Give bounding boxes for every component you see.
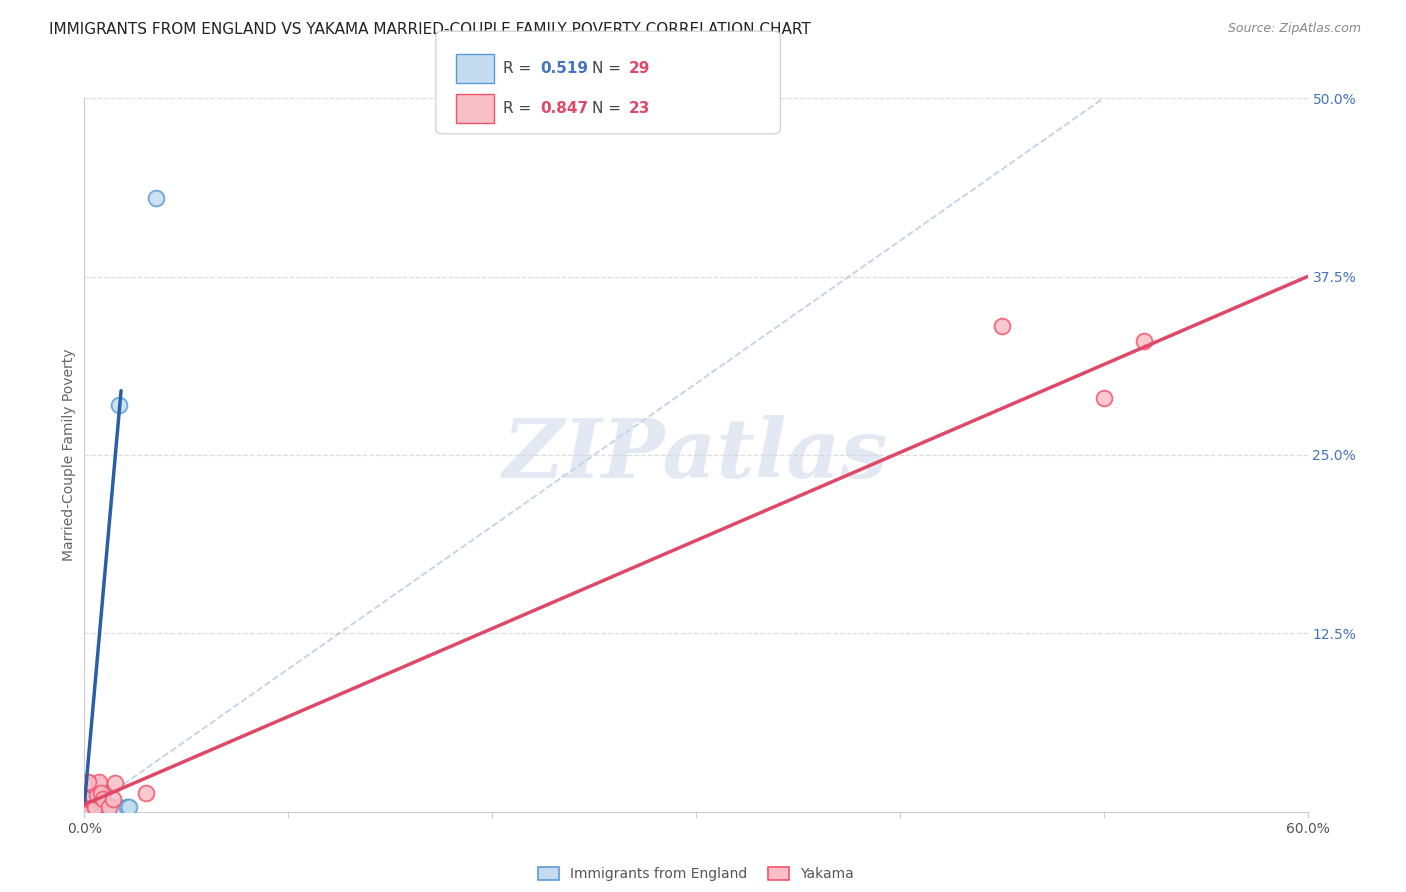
Point [96,800,118,814]
Text: ZIPatlas: ZIPatlas [503,415,889,495]
Point [75,800,97,814]
Point [97,800,120,814]
Point [83,800,105,814]
Point [101,792,124,806]
Point [79,788,101,802]
Point [87,786,110,800]
Point [83,781,105,796]
Point [77,774,100,789]
Point [79,796,101,810]
Point [1092,391,1115,405]
Point [79,792,101,806]
Point [108,800,131,814]
Point [91,792,114,806]
Point [115,800,138,814]
Point [991,319,1014,334]
Point [1133,334,1156,348]
Point [145,191,167,205]
Point [75,800,97,814]
Point [108,398,131,412]
Point [79,786,101,800]
Point [82,799,104,814]
Text: IMMIGRANTS FROM ENGLAND VS YAKAMA MARRIED-COUPLE FAMILY POVERTY CORRELATION CHAR: IMMIGRANTS FROM ENGLAND VS YAKAMA MARRIE… [49,22,811,37]
Point [77,792,100,806]
Text: Source: ZipAtlas.com: Source: ZipAtlas.com [1227,22,1361,36]
Point [82,792,104,806]
Point [90,783,112,797]
Point [79,792,101,806]
Text: 0.519: 0.519 [540,61,588,76]
Point [104,776,127,790]
Point [118,800,141,814]
Point [79,776,101,790]
Point [87,778,110,792]
Legend: Immigrants from England, Yakama: Immigrants from England, Yakama [533,862,859,887]
Point [82,786,104,800]
Point [83,793,105,807]
Point [100,800,122,814]
Y-axis label: Married-Couple Family Poverty: Married-Couple Family Poverty [62,349,76,561]
Point [104,800,127,814]
Point [86,788,108,802]
Point [75,799,97,814]
Point [75,795,97,809]
Point [90,786,112,800]
Point [79,800,101,814]
Text: R =: R = [503,61,537,76]
Point [77,800,100,814]
Point [83,786,105,800]
Point [86,786,108,800]
Text: 29: 29 [628,61,650,76]
Text: N =: N = [592,101,626,116]
Point [75,788,97,802]
Point [77,800,100,814]
Point [87,774,110,789]
Text: N =: N = [592,61,626,76]
Text: 23: 23 [628,101,650,116]
Text: 0.847: 0.847 [540,101,588,116]
Point [135,786,157,800]
Point [82,778,104,792]
Point [91,785,114,799]
Point [77,793,100,807]
Text: R =: R = [503,101,537,116]
Point [93,800,117,814]
Point [86,781,108,796]
Point [77,797,100,812]
